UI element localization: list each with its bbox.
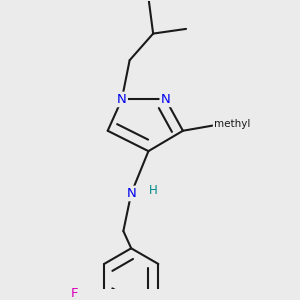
Text: N: N [161,93,170,106]
Text: H: H [148,184,157,197]
Text: N: N [117,93,127,106]
Text: N: N [126,187,136,200]
Text: methyl: methyl [214,119,250,130]
Text: F: F [70,287,78,300]
